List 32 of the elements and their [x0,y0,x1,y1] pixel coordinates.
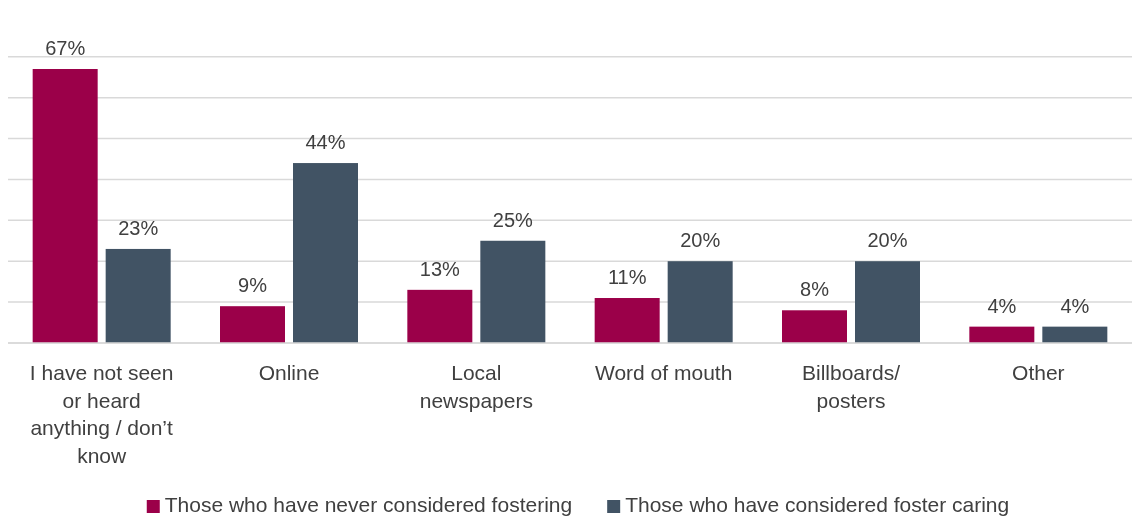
data-label: 13% [419,257,461,280]
bar [1042,326,1108,343]
bar [293,163,358,343]
x-tick-label: Billboards/ posters [801,361,901,412]
data-label: 20% [680,229,721,252]
data-label: 23% [118,216,159,239]
x-tick-label: Online [258,361,320,384]
data-label: 4% [1060,294,1090,317]
x-tick-label: I have not seen or heard anything / don’t know [29,361,174,468]
data-label: 4% [987,294,1017,317]
data-label: 67% [45,37,86,59]
x-tick-label: Other [1012,361,1065,384]
data-label: 11% [607,266,647,289]
data-label: 9% [238,274,268,297]
data-label: 8% [800,278,830,301]
bar [407,289,473,343]
bar [594,298,660,343]
bar [32,69,98,343]
data-label: 25% [492,208,534,231]
bar [969,326,1035,343]
x-tick-label: Local newspapers [419,361,533,412]
data-label: 44% [305,131,346,154]
legend-label: Those who have never considered fostering [164,493,573,516]
data-label: 20% [867,229,908,252]
bar [220,306,285,343]
legend-label: Those who have considered foster caring [625,493,1010,516]
bar [480,240,546,343]
bar [105,248,171,343]
bar [782,310,847,343]
bar [855,261,920,343]
bar [667,261,733,343]
x-tick-label: Word of mouth [594,361,733,384]
